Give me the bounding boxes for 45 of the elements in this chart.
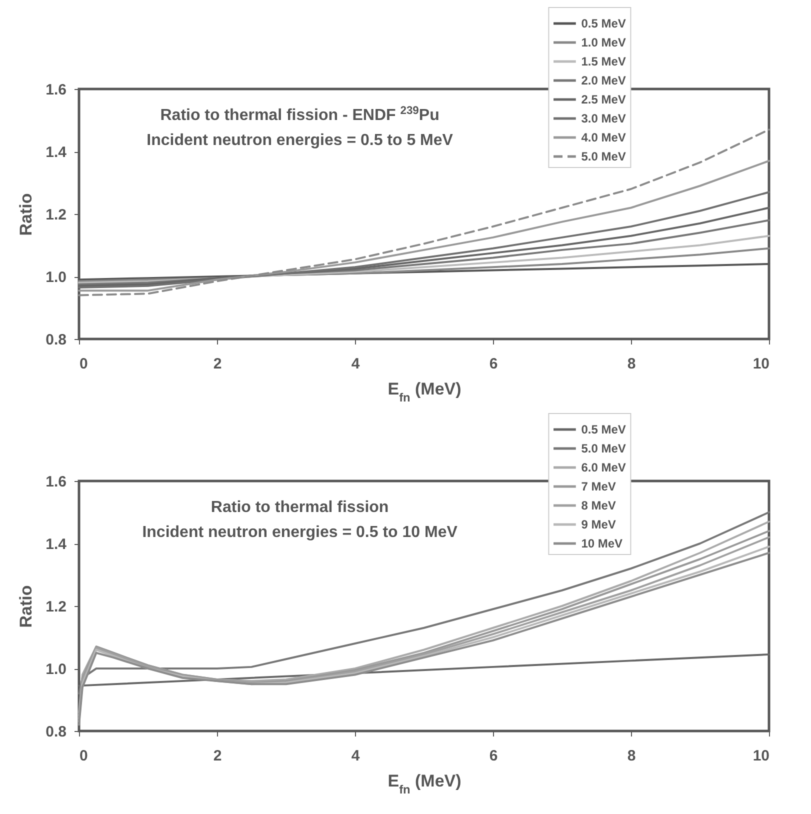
legend-label: 5.0 MeV [581,442,626,456]
legend-label: 2.5 MeV [581,92,626,106]
y-tick-label: 1.0 [46,661,66,678]
legend-label: 8 MeV [581,498,616,512]
annotation: Ratio to thermal fission - ENDF $^{239}$Pu [160,105,440,124]
y-tick-label: 1.4 [46,144,68,161]
x-tick-label: 2 [213,356,222,372]
y-tick-label: 1.4 [46,536,68,553]
x-tick-label: 4 [351,356,360,372]
legend-label: 1.5 MeV [581,54,626,68]
legend-label: 7 MeV [581,480,616,494]
x-axis-title: E$_{fn}$ (MeV) [388,772,462,796]
legend-label: 6.0 MeV [581,460,626,474]
legend-label: 1.0 MeV [581,36,626,50]
y-tick-label: 1.2 [46,206,66,224]
x-tick-label: 10 [752,356,770,372]
x-tick-label: 6 [489,748,498,764]
legend-label: 3.0 MeV [581,112,626,126]
y-tick-label: 1.6 [46,82,66,98]
y-axis-title: Ratio [16,193,36,236]
x-tick-label: 10 [752,748,770,764]
x-axis-title: E$_{fn}$ (MeV) [388,380,462,404]
x-tick-label: 8 [627,748,636,764]
x-tick-label: 0 [80,748,88,764]
legend-label: 10 MeV [581,536,623,550]
y-axis-title: Ratio [16,585,36,628]
y-tick-label: 1.0 [46,269,66,286]
y-tick-label: 0.8 [46,332,66,348]
legend-label: 0.5 MeV [581,16,626,30]
legend-label: 2.0 MeV [581,74,626,88]
y-tick-label: 1.6 [46,474,66,490]
annotation: Incident neutron energies = 0.5 to 5 MeV [146,132,454,149]
annotation: Ratio to thermal fission [210,499,389,516]
x-tick-label: 4 [351,748,360,764]
x-tick-label: 0 [80,356,88,372]
x-tick-label: 2 [213,748,222,764]
y-tick-label: 1.2 [46,598,66,616]
x-tick-label: 8 [627,356,636,372]
legend-label: 5.0 MeV [581,150,626,164]
annotation: Incident neutron energies = 0.5 to 10 MeV [142,524,458,541]
legend-label: 4.0 MeV [581,130,626,144]
legend-label: 9 MeV [581,518,616,532]
x-tick-label: 6 [489,356,498,372]
legend-label: 0.5 MeV [581,422,626,436]
y-tick-label: 0.8 [46,724,66,740]
